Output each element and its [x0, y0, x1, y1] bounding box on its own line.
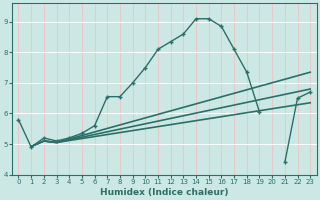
X-axis label: Humidex (Indice chaleur): Humidex (Indice chaleur) [100, 188, 228, 197]
